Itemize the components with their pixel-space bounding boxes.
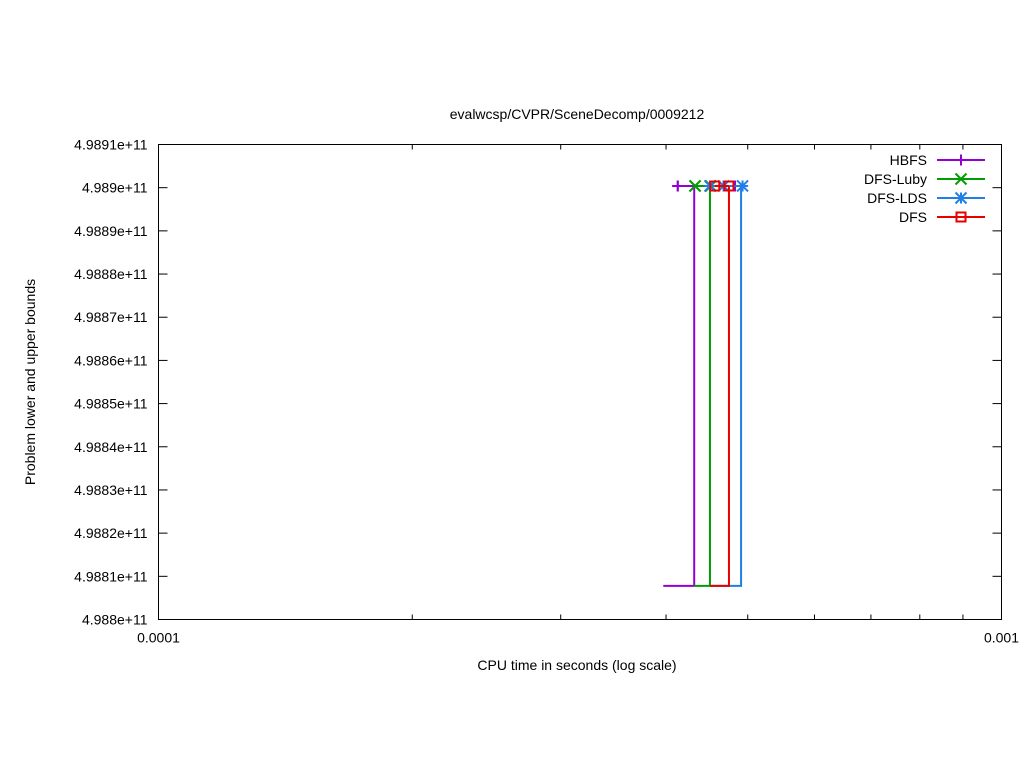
x-tick-label: 0.0001 bbox=[137, 630, 180, 646]
series-lower-bound-line bbox=[709, 185, 743, 587]
plot-frame bbox=[158, 144, 1002, 620]
y-tick-label: 4.9884e+11 bbox=[74, 439, 148, 455]
legend-label: DFS bbox=[899, 209, 927, 225]
legend-label: HBFS bbox=[890, 152, 927, 168]
chart-title: evalwcsp/CVPR/SceneDecomp/0009212 bbox=[450, 106, 705, 122]
series-dfs-lds bbox=[703, 179, 749, 587]
x-tick-label: 0.001 bbox=[984, 630, 1019, 646]
series-point-marker bbox=[688, 179, 702, 193]
series-point-marker bbox=[736, 179, 749, 193]
y-tick-label: 4.989e+11 bbox=[82, 180, 148, 196]
series-point-marker bbox=[672, 180, 684, 192]
series-layer bbox=[663, 179, 749, 587]
ticks-layer: 4.988e+11 4.9881e+11 4.9882e+11 4.9883e+11 4… bbox=[74, 137, 1019, 646]
legend-marker bbox=[955, 211, 967, 223]
y-tick-label: 4.9889e+11 bbox=[74, 223, 148, 239]
series-lower-bound-line bbox=[709, 185, 730, 587]
x-axis-label: CPU time in seconds (log scale) bbox=[477, 657, 676, 673]
series-point-marker bbox=[709, 180, 721, 192]
y-tick-label: 4.9883e+11 bbox=[74, 482, 148, 498]
y-tick-label: 4.9882e+11 bbox=[74, 525, 148, 541]
legend: HBFS DFS-Luby DFS-LDS DFS bbox=[864, 152, 985, 225]
y-tick-label: 4.9891e+11 bbox=[74, 137, 148, 153]
series-lower-bound-line bbox=[663, 185, 696, 587]
series-point-marker bbox=[723, 180, 735, 192]
y-axis-label: Problem lower and upper bounds bbox=[22, 279, 38, 485]
y-tick-label: 4.9885e+11 bbox=[74, 396, 148, 412]
y-tick-label: 4.9887e+11 bbox=[74, 309, 148, 325]
legend-label: DFS-LDS bbox=[867, 190, 927, 206]
series-dfs bbox=[709, 180, 735, 587]
y-tick-label: 4.988e+11 bbox=[82, 612, 148, 628]
y-tick-label: 4.9888e+11 bbox=[74, 266, 148, 282]
y-tick-label: 4.9886e+11 bbox=[74, 352, 148, 368]
legend-marker bbox=[954, 191, 968, 205]
y-tick-label: 4.9881e+11 bbox=[74, 568, 148, 584]
legend-marker bbox=[955, 154, 967, 166]
series-lower-bound-line bbox=[694, 185, 711, 587]
legend-marker bbox=[954, 172, 968, 186]
legend-label: DFS-Luby bbox=[864, 171, 927, 187]
